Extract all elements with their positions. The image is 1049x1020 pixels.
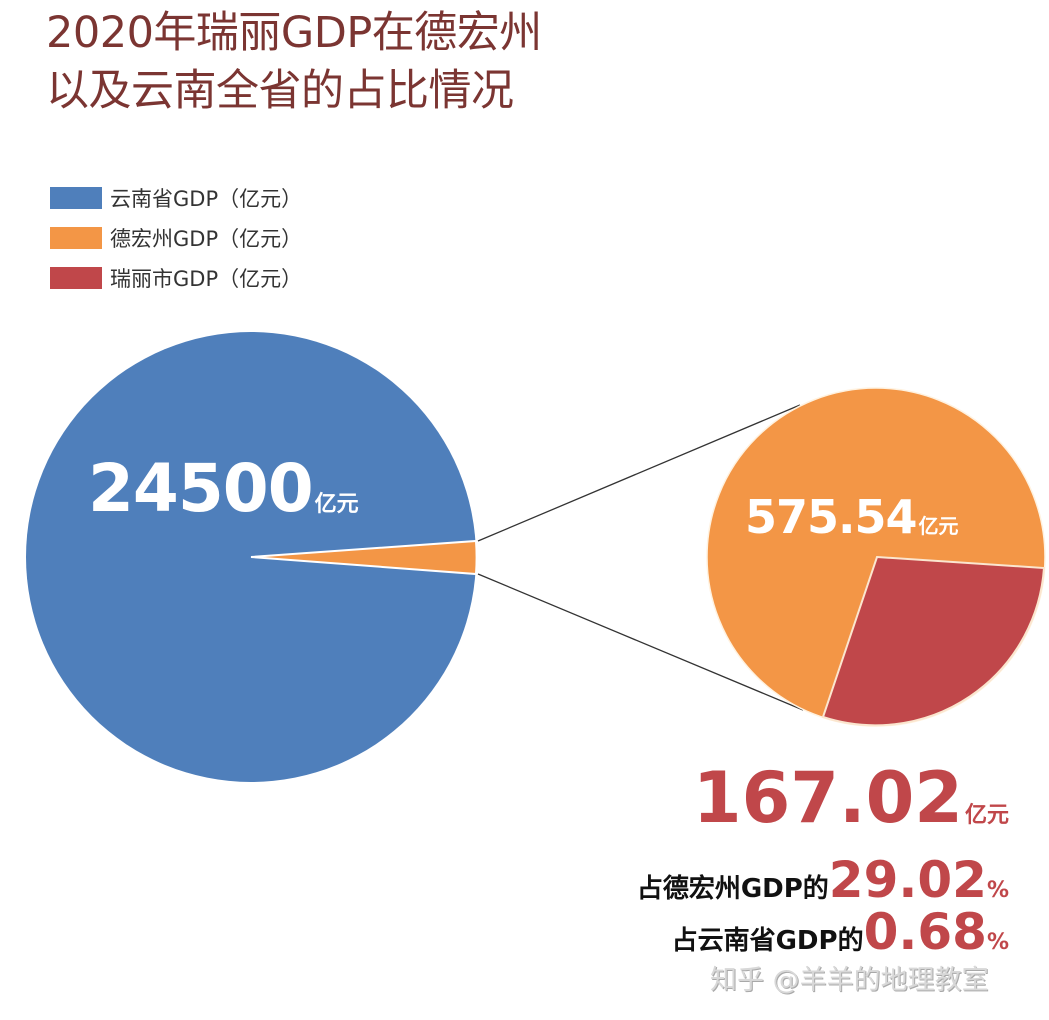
ruili-gdp-unit: 亿元	[964, 803, 1009, 828]
share-of-dehong: 占德宏州GDP的29.02%	[637, 854, 1009, 906]
legend-swatch-ruili	[50, 267, 102, 289]
watermark: 知乎 @羊羊的地理教室	[710, 965, 989, 996]
dehong-gdp-label: 575.54 亿元	[745, 490, 959, 544]
chart-title-line-2: 以及云南全省的占比情况	[46, 66, 514, 116]
share-of-yunnan-prefix: 占云南省GDP的	[671, 926, 864, 956]
legend-label-yunnan: 云南省GDP（亿元）	[110, 187, 303, 211]
legend-label-dehong: 德宏州GDP（亿元）	[110, 227, 303, 251]
chart-title: 2020年瑞丽GDP在德宏州 以及云南全省的占比情况	[46, 4, 542, 120]
connector-line-lower	[477, 573, 804, 711]
legend-swatch-yunnan	[50, 187, 102, 209]
pie-slice-ruili	[821, 555, 1046, 727]
legend-swatch-dehong	[50, 227, 102, 249]
share-of-dehong-value: 29.02	[828, 851, 987, 909]
legend-item-yunnan: 云南省GDP（亿元）	[50, 178, 302, 218]
legend-item-ruili: 瑞丽市GDP（亿元）	[50, 258, 302, 298]
share-of-yunnan-value: 0.68	[863, 903, 987, 961]
ruili-gdp-value: 167.02	[692, 757, 963, 839]
dehong-gdp-unit: 亿元	[918, 514, 959, 538]
yunnan-gdp-unit: 亿元	[314, 492, 359, 517]
connector-line-upper	[477, 404, 801, 542]
legend-label-ruili: 瑞丽市GDP（亿元）	[110, 267, 303, 291]
share-of-dehong-prefix: 占德宏州GDP的	[636, 874, 829, 904]
yunnan-gdp-label: 24500 亿元	[88, 450, 359, 527]
chart-title-line-1: 2020年瑞丽GDP在德宏州	[46, 8, 542, 58]
dehong-gdp-value: 575.54	[745, 490, 918, 544]
yunnan-gdp-value: 24500	[88, 450, 314, 527]
share-of-yunnan: 占云南省GDP的0.68%	[637, 906, 1009, 958]
legend: 云南省GDP（亿元） 德宏州GDP（亿元） 瑞丽市GDP（亿元）	[50, 178, 302, 298]
legend-item-dehong: 德宏州GDP（亿元）	[50, 218, 302, 258]
share-of-dehong-percent-sign: %	[986, 878, 1009, 903]
ruili-stats: 167.02亿元 占德宏州GDP的29.02% 占云南省GDP的0.68%	[637, 760, 1009, 958]
pie-slice-dehong-in-yunnan	[250, 539, 478, 576]
share-of-yunnan-percent-sign: %	[986, 930, 1009, 955]
ruili-gdp-label: 167.02亿元	[637, 760, 1009, 854]
